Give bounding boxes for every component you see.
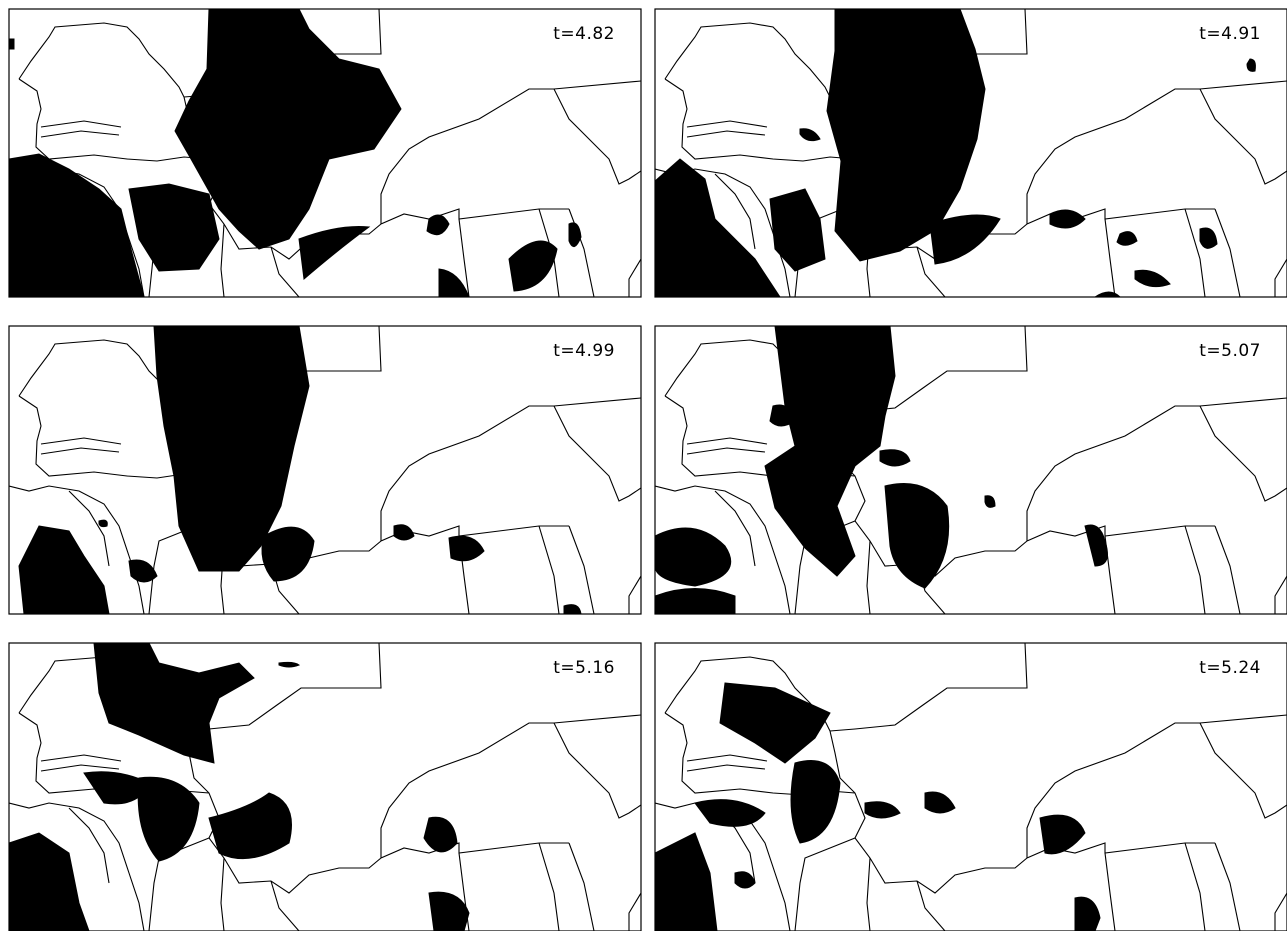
precip-area — [1084, 524, 1108, 567]
precip-area — [1199, 227, 1218, 249]
precip-area — [423, 816, 458, 853]
precip-area — [1246, 58, 1256, 72]
map-content — [9, 9, 641, 297]
precip-area — [769, 404, 796, 427]
precip-area — [799, 128, 821, 142]
precip-area — [278, 661, 300, 668]
precip-area — [438, 268, 470, 297]
precip-area — [790, 760, 841, 844]
panel-frame — [8, 325, 642, 615]
time-label: t=5.24 — [1199, 658, 1261, 678]
precip-area — [764, 326, 896, 577]
map-panel: t=4.99 — [8, 325, 642, 615]
time-label: t=4.99 — [553, 341, 615, 361]
precip-area — [448, 535, 485, 562]
precip-area — [1039, 814, 1086, 855]
precip-area — [884, 483, 950, 589]
map-content — [9, 326, 641, 614]
map-panel: t=4.91 — [654, 8, 1287, 298]
precip-area — [1116, 231, 1138, 246]
precip-area — [128, 183, 220, 272]
time-label: t=5.07 — [1199, 341, 1261, 361]
precip-area — [9, 153, 145, 297]
precip-area — [393, 524, 415, 541]
precip-area — [83, 771, 150, 805]
precip-area — [924, 791, 956, 814]
precip-area — [879, 449, 911, 467]
map-content — [9, 643, 641, 931]
map-content — [655, 9, 1287, 297]
panel-frame — [8, 8, 642, 298]
precip-area — [719, 682, 831, 764]
precip-area — [508, 240, 558, 292]
precip-area — [655, 158, 781, 297]
panel-frame — [654, 8, 1287, 298]
precip-area — [9, 832, 90, 931]
map-panel: t=5.16 — [8, 642, 642, 931]
precip-area — [826, 9, 986, 262]
time-label: t=5.16 — [553, 658, 615, 678]
panel-frame — [654, 325, 1287, 615]
precip-area — [426, 214, 450, 236]
precip-area — [1049, 209, 1086, 229]
map-panel: t=4.82 — [8, 8, 642, 298]
precip-area — [929, 214, 1001, 265]
precip-area — [1134, 269, 1171, 288]
time-label: t=4.82 — [553, 24, 615, 44]
precip-area — [1074, 896, 1101, 931]
country-borders — [9, 326, 641, 614]
country-borders — [655, 326, 1287, 614]
map-panel: t=5.07 — [654, 325, 1287, 615]
precip-area — [93, 643, 255, 764]
map-content — [655, 643, 1287, 931]
time-label: t=4.91 — [1199, 24, 1261, 44]
precip-area — [98, 519, 108, 528]
precip-area — [655, 832, 718, 931]
precip-area — [655, 527, 732, 587]
panel-frame — [8, 642, 642, 931]
precip-area — [9, 38, 15, 50]
precip-area — [984, 495, 996, 508]
precip-area — [1094, 291, 1121, 297]
precip-area — [563, 604, 582, 614]
map-panel: t=5.24 — [654, 642, 1287, 931]
precip-area — [18, 525, 110, 614]
panel-frame — [654, 642, 1287, 931]
precip-area — [428, 891, 470, 931]
precip-area — [734, 871, 756, 889]
precip-area — [137, 776, 200, 862]
precip-area — [864, 801, 901, 819]
precip-area — [208, 792, 292, 860]
precip-area — [261, 526, 315, 582]
map-content — [655, 326, 1287, 614]
precip-area — [769, 188, 826, 272]
precip-area — [153, 326, 310, 572]
precip-area — [655, 588, 736, 614]
